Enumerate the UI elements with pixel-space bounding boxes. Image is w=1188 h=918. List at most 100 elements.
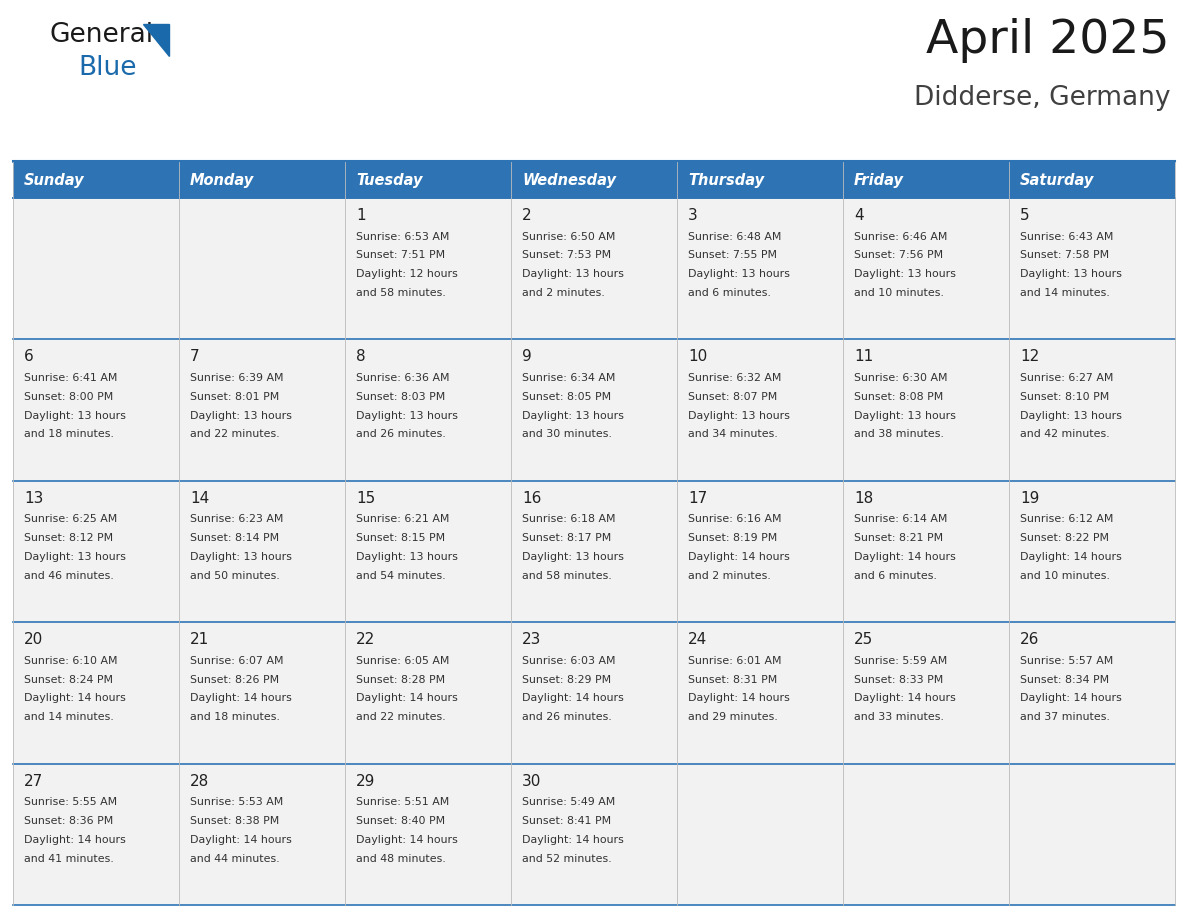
Text: 28: 28 (190, 774, 209, 789)
Text: Sunset: 8:10 PM: Sunset: 8:10 PM (1020, 392, 1110, 402)
Text: Sunset: 8:00 PM: Sunset: 8:00 PM (24, 392, 113, 402)
Text: and 48 minutes.: and 48 minutes. (356, 854, 446, 864)
Text: Sunrise: 6:36 AM: Sunrise: 6:36 AM (356, 373, 449, 383)
Bar (677, 162, 843, 198)
Bar (13, 162, 179, 198)
Text: 18: 18 (854, 491, 873, 506)
Text: Sunset: 7:58 PM: Sunset: 7:58 PM (1020, 251, 1110, 261)
Bar (843, 162, 1009, 198)
Text: Sunrise: 6:03 AM: Sunrise: 6:03 AM (522, 655, 615, 666)
Text: and 6 minutes.: and 6 minutes. (854, 571, 937, 581)
Text: Daylight: 13 hours: Daylight: 13 hours (24, 410, 126, 420)
Text: Sunrise: 6:48 AM: Sunrise: 6:48 AM (688, 231, 782, 241)
Text: 1: 1 (356, 208, 366, 223)
Bar (13, 764, 179, 905)
Text: Sunset: 8:28 PM: Sunset: 8:28 PM (356, 675, 446, 685)
Text: Daylight: 14 hours: Daylight: 14 hours (190, 693, 292, 703)
Bar (1009, 340, 1175, 481)
Text: and 37 minutes.: and 37 minutes. (1020, 712, 1110, 722)
Text: and 33 minutes.: and 33 minutes. (854, 712, 944, 722)
Bar (179, 340, 345, 481)
Bar (1009, 481, 1175, 622)
Text: 2: 2 (522, 208, 531, 223)
Text: Daylight: 14 hours: Daylight: 14 hours (356, 693, 457, 703)
Text: Sunset: 8:15 PM: Sunset: 8:15 PM (356, 533, 446, 543)
Text: Daylight: 14 hours: Daylight: 14 hours (1020, 693, 1121, 703)
Bar (843, 340, 1009, 481)
Text: Sunset: 7:53 PM: Sunset: 7:53 PM (522, 251, 611, 261)
Text: and 14 minutes.: and 14 minutes. (24, 712, 114, 722)
Bar (345, 622, 511, 764)
Text: and 14 minutes.: and 14 minutes. (1020, 288, 1110, 298)
Text: Sunrise: 5:57 AM: Sunrise: 5:57 AM (1020, 655, 1113, 666)
Text: Sunset: 7:51 PM: Sunset: 7:51 PM (356, 251, 446, 261)
Bar (511, 162, 677, 198)
Bar (843, 622, 1009, 764)
Bar (345, 481, 511, 622)
Text: Sunrise: 6:34 AM: Sunrise: 6:34 AM (522, 373, 615, 383)
Text: and 50 minutes.: and 50 minutes. (190, 571, 279, 581)
Text: and 6 minutes.: and 6 minutes. (688, 288, 771, 298)
Text: 19: 19 (1020, 491, 1040, 506)
Text: Daylight: 12 hours: Daylight: 12 hours (356, 269, 457, 279)
Text: 4: 4 (854, 208, 864, 223)
Text: Sunset: 7:55 PM: Sunset: 7:55 PM (688, 251, 777, 261)
Text: 21: 21 (190, 633, 209, 647)
Text: 6: 6 (24, 350, 33, 364)
Text: 5: 5 (1020, 208, 1030, 223)
Text: Sunrise: 6:05 AM: Sunrise: 6:05 AM (356, 655, 449, 666)
Bar (179, 162, 345, 198)
Text: Sunset: 8:08 PM: Sunset: 8:08 PM (854, 392, 943, 402)
Text: Sunset: 8:01 PM: Sunset: 8:01 PM (190, 392, 279, 402)
Bar (677, 481, 843, 622)
Bar (179, 198, 345, 340)
Text: April 2025: April 2025 (927, 18, 1170, 63)
Text: Wednesday: Wednesday (522, 173, 617, 187)
Bar (511, 764, 677, 905)
Text: Saturday: Saturday (1020, 173, 1094, 187)
Text: Sunset: 8:33 PM: Sunset: 8:33 PM (854, 675, 943, 685)
Text: Sunrise: 6:21 AM: Sunrise: 6:21 AM (356, 514, 449, 524)
Text: and 54 minutes.: and 54 minutes. (356, 571, 446, 581)
Text: Sunrise: 6:43 AM: Sunrise: 6:43 AM (1020, 231, 1113, 241)
Bar (345, 340, 511, 481)
Text: Sunrise: 6:50 AM: Sunrise: 6:50 AM (522, 231, 615, 241)
Text: and 34 minutes.: and 34 minutes. (688, 430, 778, 440)
Text: Sunset: 8:24 PM: Sunset: 8:24 PM (24, 675, 113, 685)
Text: Sunset: 8:26 PM: Sunset: 8:26 PM (190, 675, 279, 685)
Text: 11: 11 (854, 350, 873, 364)
Text: Daylight: 13 hours: Daylight: 13 hours (854, 269, 956, 279)
Text: and 18 minutes.: and 18 minutes. (24, 430, 114, 440)
Bar (13, 622, 179, 764)
Text: Sunset: 8:17 PM: Sunset: 8:17 PM (522, 533, 612, 543)
Text: Tuesday: Tuesday (356, 173, 423, 187)
Text: Sunset: 8:38 PM: Sunset: 8:38 PM (190, 816, 279, 826)
Text: Sunrise: 6:23 AM: Sunrise: 6:23 AM (190, 514, 284, 524)
Text: Sunrise: 6:14 AM: Sunrise: 6:14 AM (854, 514, 947, 524)
Text: Sunrise: 6:01 AM: Sunrise: 6:01 AM (688, 655, 782, 666)
Text: Daylight: 13 hours: Daylight: 13 hours (854, 410, 956, 420)
Text: 14: 14 (190, 491, 209, 506)
Text: 24: 24 (688, 633, 707, 647)
Text: Sunrise: 6:41 AM: Sunrise: 6:41 AM (24, 373, 118, 383)
Text: Sunset: 8:31 PM: Sunset: 8:31 PM (688, 675, 777, 685)
Bar (511, 481, 677, 622)
Text: Sunset: 8:40 PM: Sunset: 8:40 PM (356, 816, 446, 826)
Bar (345, 764, 511, 905)
Text: 30: 30 (522, 774, 542, 789)
Bar (345, 162, 511, 198)
Text: 25: 25 (854, 633, 873, 647)
Text: Daylight: 13 hours: Daylight: 13 hours (356, 552, 459, 562)
Bar (843, 198, 1009, 340)
Text: Sunrise: 5:55 AM: Sunrise: 5:55 AM (24, 797, 118, 807)
Bar (677, 340, 843, 481)
Bar (1009, 198, 1175, 340)
Bar (179, 764, 345, 905)
Text: and 42 minutes.: and 42 minutes. (1020, 430, 1110, 440)
Text: 22: 22 (356, 633, 375, 647)
Text: Daylight: 13 hours: Daylight: 13 hours (522, 552, 624, 562)
Text: Friday: Friday (854, 173, 904, 187)
Text: 17: 17 (688, 491, 707, 506)
Text: 8: 8 (356, 350, 366, 364)
Text: and 44 minutes.: and 44 minutes. (190, 854, 279, 864)
